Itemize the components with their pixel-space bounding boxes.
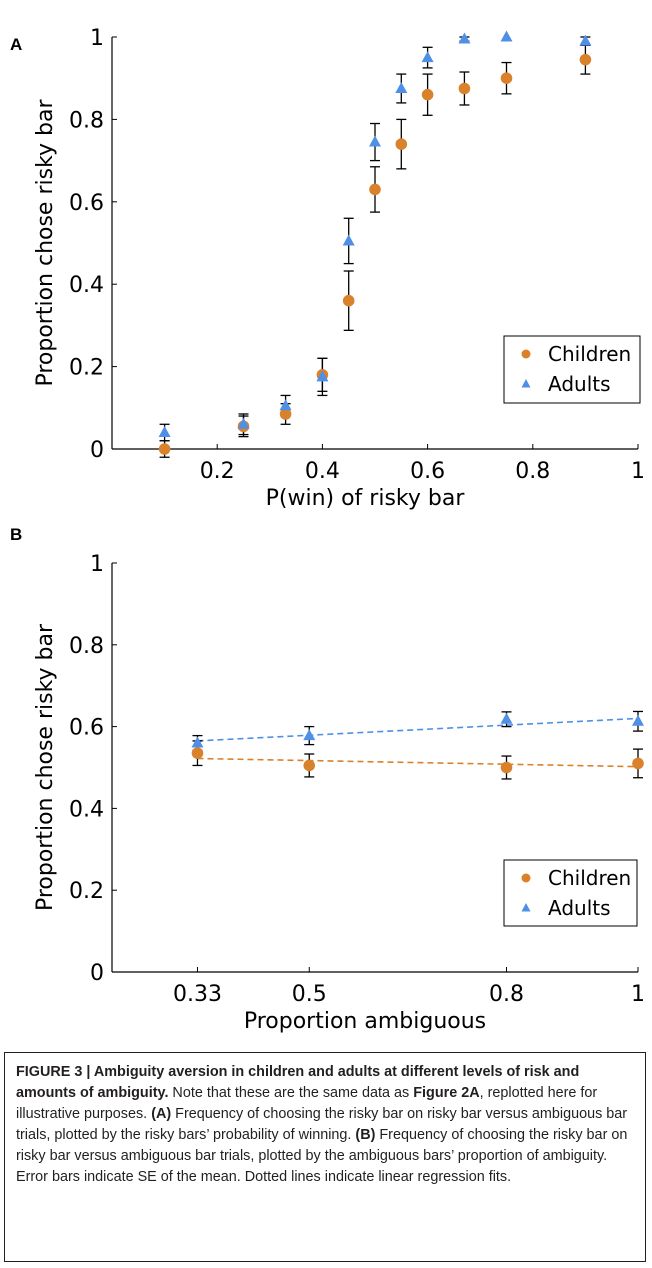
panel-a-y-tick-label: 1	[90, 26, 104, 51]
panel-a-adults-point	[458, 32, 471, 44]
panel-b-adults-point	[303, 729, 316, 741]
panel-b-y-tick-label: 1	[90, 552, 104, 577]
panel-b-y-tick-label: 0.8	[69, 634, 104, 659]
panel-b-y-tick-label: 0.4	[69, 797, 104, 822]
panel-b-legend-marker-children	[521, 873, 531, 883]
panel-a-adults-point	[316, 370, 329, 382]
figure-charts: A 0 0.2 0.4 0.6 0.8 1 0.2 0.4 0.6 0.8 1 P(win) of ri…	[10, 26, 645, 1034]
panel-b-children-point	[500, 761, 513, 774]
panel-b-adults-fit-line	[197, 717, 639, 742]
panel-b-legend-label-children: Children	[548, 866, 631, 890]
panel-a-children-point	[421, 88, 434, 101]
panel-a-children-point	[279, 408, 292, 420]
panel-b-children-fit-line	[197, 757, 639, 768]
panel-b-children-point	[632, 757, 644, 770]
panel-b-legend-label-adults: Adults	[548, 896, 611, 920]
panel-a-x-tick-label: 0.2	[200, 459, 235, 484]
panel-b-y-axis-label: Proportion chose risky bar	[33, 623, 58, 911]
panel-a-x-tick-label: 0.4	[305, 459, 340, 484]
caption-panel-b-text: Frequency of choosing the risky bar on r…	[16, 1127, 628, 1185]
panel-b-x-tick-label: 0.5	[292, 982, 327, 1007]
caption-panel-a-text: Frequency of choosing the risky bar on r…	[16, 1106, 628, 1143]
panel-a-children-point	[342, 294, 355, 307]
panel-a-children-point	[395, 138, 408, 150]
panel-b-y-tick-label: 0	[90, 961, 104, 986]
panel-a-children-point	[158, 443, 171, 455]
panel-b-label: B	[10, 525, 22, 544]
panel-a-legend-label-adults: Adults	[548, 372, 611, 396]
panel-b-x-tick-label: 0.8	[489, 982, 524, 1007]
panel-b-legend-marker-adults	[521, 903, 531, 912]
panel-b-x-tick-label: 0.33	[173, 982, 222, 1007]
panel-a-legend-marker-children	[521, 349, 531, 359]
caption-text-2: , replotted here for illustrative purpos…	[16, 1085, 598, 1122]
caption-figure-ref[interactable]: Figure 2A	[413, 1085, 480, 1101]
panel-a-y-tick-label: 0.6	[69, 191, 104, 216]
panel-a-y-axis-label: Proportion chose risky bar	[33, 99, 58, 387]
panel-a-x-axis-label: P(win) of risky bar	[266, 486, 466, 511]
panel-a-y-tick-label: 0.8	[69, 108, 104, 133]
panel-b-y-tick-label: 0.2	[69, 879, 104, 904]
panel-a-adults-point	[342, 234, 355, 246]
panel-a-x-tick-label: 0.8	[515, 459, 550, 484]
panel-a-legend-label-children: Children	[548, 342, 631, 366]
panel-a-adults-point	[237, 417, 250, 429]
panel-a-adults-point	[369, 135, 381, 147]
caption-figure-label: FIGURE 3 | Ambiguity aversion in childre…	[16, 1064, 580, 1101]
panel-a-children-point	[458, 82, 471, 95]
panel-b-adults-point	[191, 736, 204, 748]
panel-b-y-tick-label: 0.6	[69, 716, 104, 741]
caption-panel-b-label: (B)	[355, 1127, 376, 1143]
panel-a-children-point	[500, 72, 513, 84]
panel-a-adults-point	[279, 399, 292, 411]
figure-caption: FIGURE 3 | Ambiguity aversion in childre…	[4, 1052, 646, 1262]
panel-a-children-point	[369, 183, 381, 196]
caption-text-1: Note that these are the same data as	[168, 1085, 414, 1101]
panel-b-x-axis-label: Proportion ambiguous	[244, 1009, 486, 1034]
panel-a-legend	[503, 335, 641, 404]
panel-a-adults-point	[395, 82, 408, 93]
panel-b-adults-point	[632, 714, 644, 726]
panel-b-adults-point	[500, 712, 513, 724]
panel-a-y-tick-label: 0.4	[69, 273, 104, 298]
panel-a-adults-point	[421, 51, 434, 63]
panel-a-y-tick-label: 0	[90, 438, 104, 463]
panel-a-adults-point	[158, 426, 171, 438]
panel-a-y-tick-label: 0.2	[69, 356, 104, 381]
panel-a-legend-marker-adults	[521, 379, 531, 388]
panel-a-x-tick-label: 0.6	[410, 459, 445, 484]
panel-a-adults-point	[500, 30, 513, 42]
panel-b-children-point	[191, 747, 204, 759]
panel-b-children-point	[303, 759, 316, 772]
panel-a-children-point	[579, 53, 592, 66]
panel-b-x-tick-label: 1	[631, 982, 645, 1007]
panel-a-label: A	[10, 35, 22, 54]
panel-b-legend	[503, 859, 638, 927]
panel-a-x-tick-label: 1	[631, 459, 645, 484]
panel-a-adults-point	[579, 34, 592, 46]
caption-panel-a-label: (A)	[151, 1106, 172, 1122]
